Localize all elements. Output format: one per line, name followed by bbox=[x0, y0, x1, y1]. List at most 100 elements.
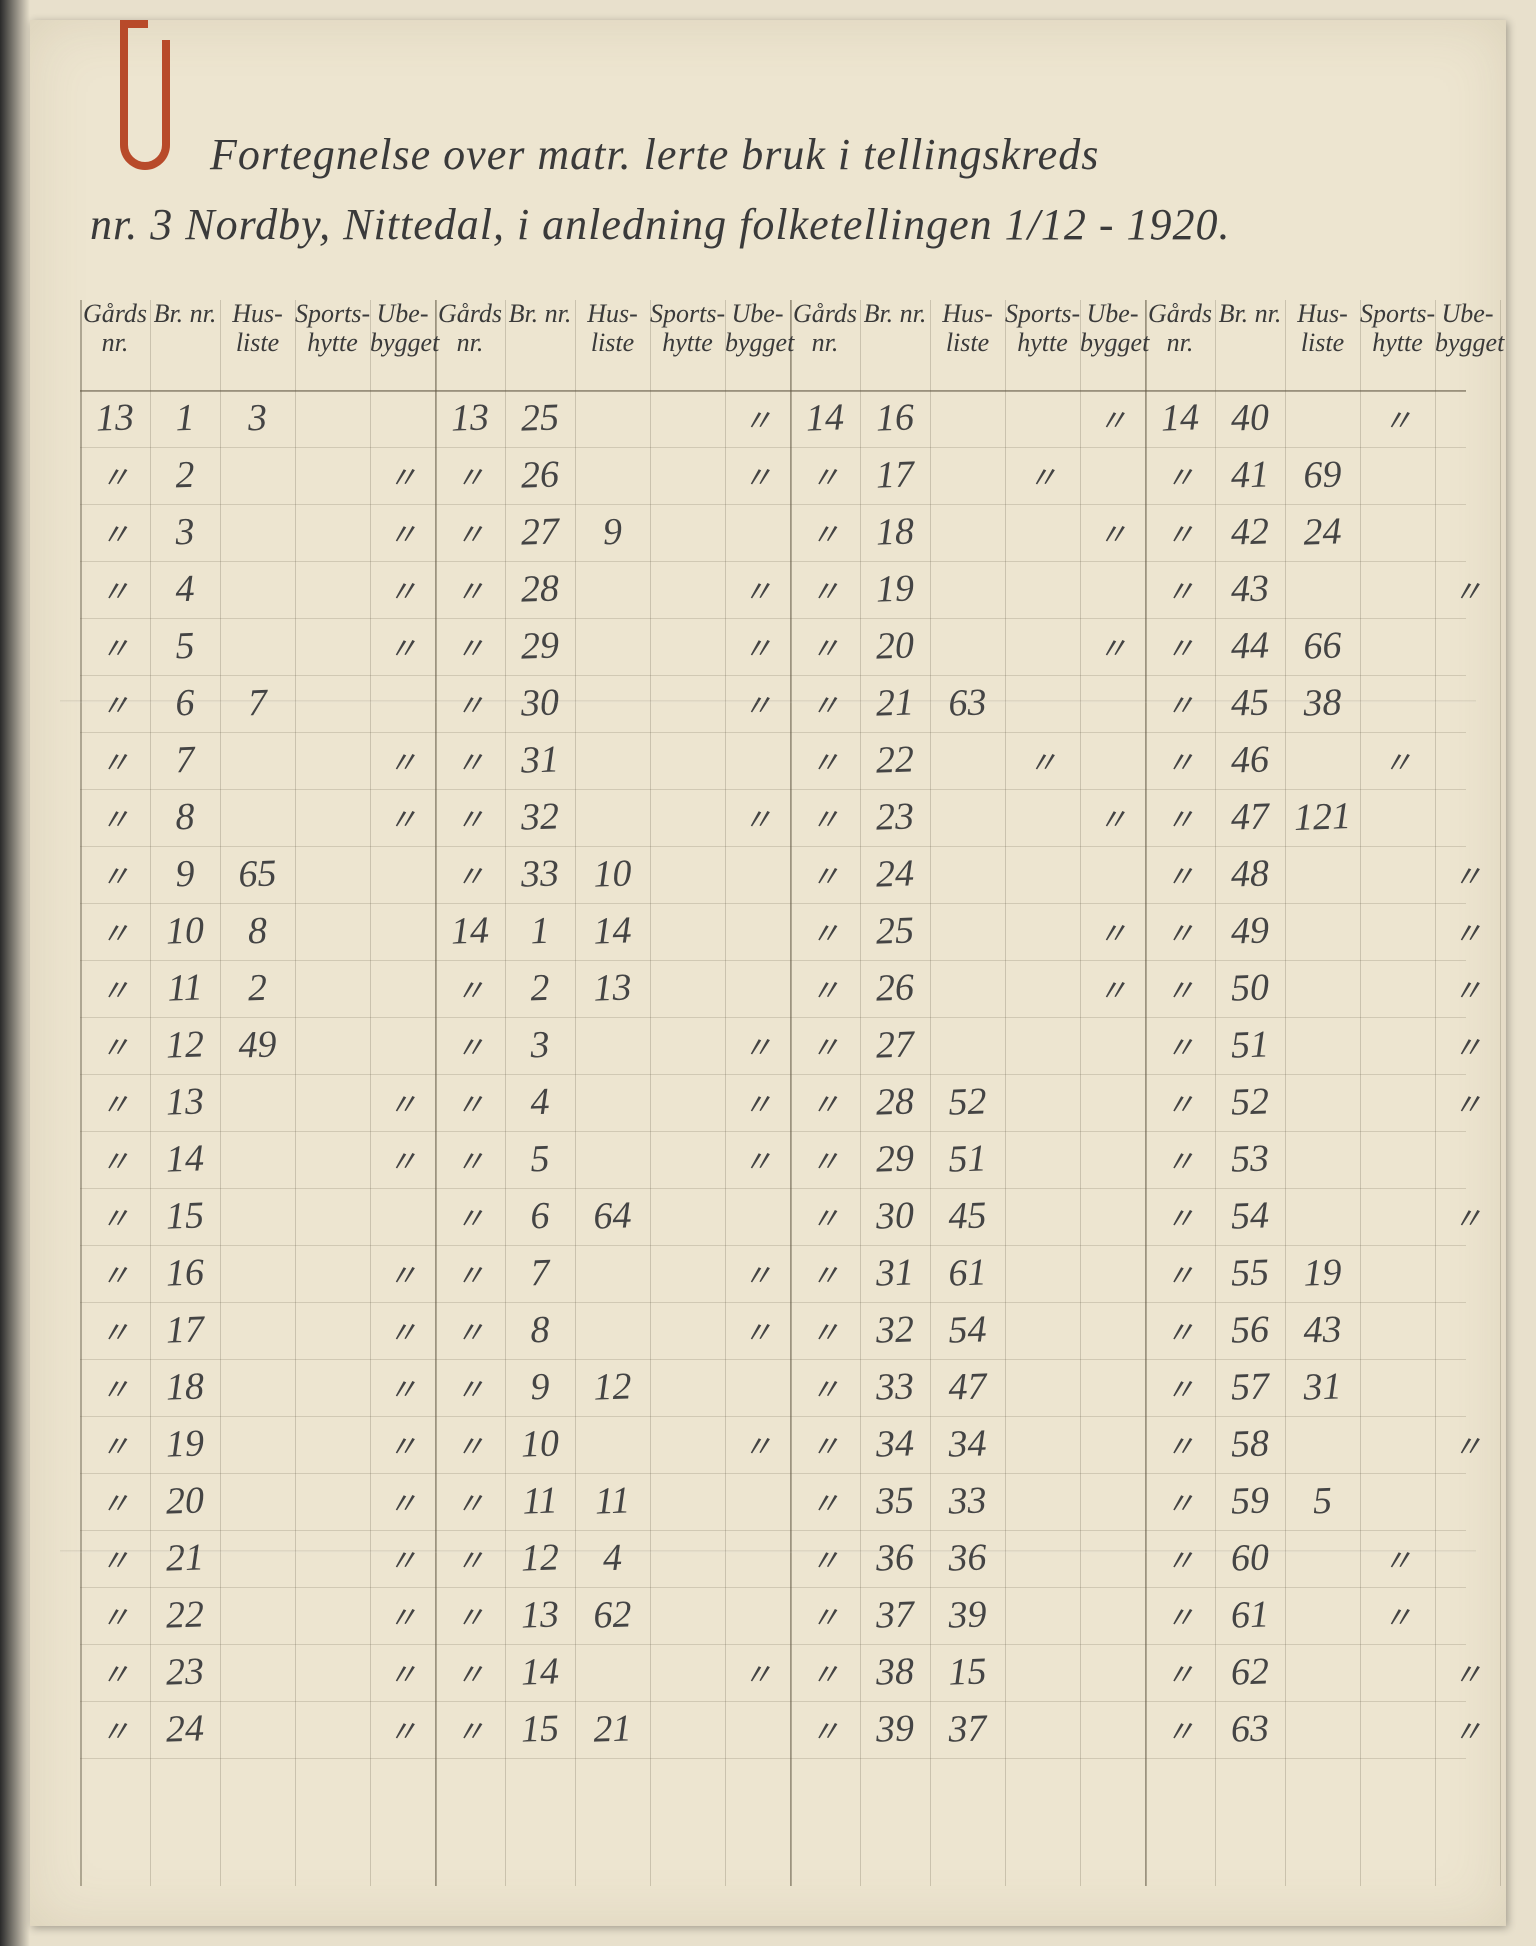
table-cell: 12 bbox=[153, 1022, 216, 1068]
ditto-mark: 〃 bbox=[1148, 1307, 1211, 1353]
ditto-mark: 〃 bbox=[1148, 851, 1211, 897]
ditto-mark: 〃 bbox=[438, 1478, 501, 1524]
ditto-mark: 〃 bbox=[373, 623, 432, 669]
ditto-mark: 〃 bbox=[438, 1535, 501, 1581]
column-header: Br. nr. bbox=[150, 300, 220, 390]
scan-edge bbox=[0, 0, 30, 1946]
ditto-mark: 〃 bbox=[1008, 452, 1076, 498]
row-rule bbox=[80, 1587, 1466, 1588]
column-divider bbox=[435, 300, 437, 1886]
ditto-mark: 〃 bbox=[1148, 1649, 1211, 1695]
ditto-mark: 〃 bbox=[438, 794, 501, 840]
ditto-mark: 〃 bbox=[83, 1592, 146, 1638]
ditto-mark: 〃 bbox=[793, 1706, 856, 1752]
table-cell: 5 bbox=[153, 623, 216, 669]
table-cell: 19 bbox=[1288, 1250, 1356, 1296]
ditto-mark: 〃 bbox=[728, 1250, 787, 1296]
table-cell: 15 bbox=[508, 1706, 571, 1752]
ditto-mark: 〃 bbox=[1363, 1535, 1431, 1581]
column-header: Gårds nr. bbox=[80, 300, 150, 390]
table-cell: 22 bbox=[863, 737, 926, 783]
column-header: Sports-hytte bbox=[1005, 300, 1080, 390]
table-cell: 7 bbox=[153, 737, 216, 783]
ditto-mark: 〃 bbox=[793, 1421, 856, 1467]
table-cell: 7 bbox=[508, 1250, 571, 1296]
column-header: Ube-bygget bbox=[1435, 300, 1500, 390]
row-rule bbox=[80, 1017, 1466, 1018]
table-cell: 36 bbox=[863, 1535, 926, 1581]
table-cell: 46 bbox=[1218, 737, 1281, 783]
table-cell: 28 bbox=[508, 566, 571, 612]
ditto-mark: 〃 bbox=[438, 737, 501, 783]
ditto-mark: 〃 bbox=[1148, 1136, 1211, 1182]
ditto-mark: 〃 bbox=[373, 1478, 432, 1524]
table-cell: 52 bbox=[1218, 1079, 1281, 1125]
row-rule bbox=[80, 1302, 1466, 1303]
ditto-mark: 〃 bbox=[438, 1421, 501, 1467]
row-rule bbox=[80, 1359, 1466, 1360]
table-cell: 9 bbox=[508, 1364, 571, 1410]
table-cell: 14 bbox=[153, 1136, 216, 1182]
table-cell: 18 bbox=[153, 1364, 216, 1410]
ditto-mark: 〃 bbox=[793, 794, 856, 840]
table-cell: 1 bbox=[153, 395, 216, 441]
table-cell: 3 bbox=[153, 509, 216, 555]
row-rule bbox=[80, 1758, 1466, 1759]
ditto-mark: 〃 bbox=[1148, 908, 1211, 954]
ditto-mark: 〃 bbox=[793, 737, 856, 783]
ditto-mark: 〃 bbox=[83, 1364, 146, 1410]
table-cell: 55 bbox=[1218, 1250, 1281, 1296]
ditto-mark: 〃 bbox=[438, 1079, 501, 1125]
ditto-mark: 〃 bbox=[83, 680, 146, 726]
table-cell: 37 bbox=[863, 1592, 926, 1638]
ditto-mark: 〃 bbox=[1148, 1478, 1211, 1524]
table-cell: 14 bbox=[508, 1649, 571, 1695]
ditto-mark: 〃 bbox=[373, 1307, 432, 1353]
ditto-mark: 〃 bbox=[1438, 908, 1497, 954]
ditto-mark: 〃 bbox=[728, 1421, 787, 1467]
row-rule bbox=[80, 1131, 1466, 1132]
ditto-mark: 〃 bbox=[438, 452, 501, 498]
table-cell: 13 bbox=[438, 395, 501, 441]
table-cell: 33 bbox=[508, 851, 571, 897]
row-rule bbox=[80, 789, 1466, 790]
table-cell: 43 bbox=[1218, 566, 1281, 612]
column-rule bbox=[650, 300, 651, 1886]
column-rule bbox=[295, 300, 296, 1886]
table-cell: 4 bbox=[508, 1079, 571, 1125]
ditto-mark: 〃 bbox=[438, 1649, 501, 1695]
column-header: Ube-bygget bbox=[725, 300, 790, 390]
table-cell: 37 bbox=[933, 1706, 1001, 1752]
table-cell: 26 bbox=[508, 452, 571, 498]
column-rule bbox=[1435, 300, 1436, 1886]
column-header: Ube-bygget bbox=[1080, 300, 1145, 390]
ditto-mark: 〃 bbox=[438, 680, 501, 726]
table-cell: 121 bbox=[1288, 794, 1356, 840]
ditto-mark: 〃 bbox=[793, 1250, 856, 1296]
table-cell: 3 bbox=[223, 395, 291, 441]
table-cell: 13 bbox=[578, 965, 646, 1011]
ditto-mark: 〃 bbox=[1148, 1592, 1211, 1638]
table-cell: 25 bbox=[508, 395, 571, 441]
ditto-mark: 〃 bbox=[793, 1478, 856, 1524]
table-cell: 2 bbox=[508, 965, 571, 1011]
column-header: Hus-liste bbox=[575, 300, 650, 390]
ditto-mark: 〃 bbox=[83, 1079, 146, 1125]
table-cell: 62 bbox=[578, 1592, 646, 1638]
row-rule bbox=[80, 1416, 1466, 1417]
table-cell: 44 bbox=[1218, 623, 1281, 669]
table-cell: 61 bbox=[933, 1250, 1001, 1296]
ditto-mark: 〃 bbox=[1148, 965, 1211, 1011]
ditto-mark: 〃 bbox=[1148, 680, 1211, 726]
ditto-mark: 〃 bbox=[1438, 1421, 1497, 1467]
column-rule bbox=[930, 300, 931, 1886]
ditto-mark: 〃 bbox=[373, 1364, 432, 1410]
column-rule bbox=[370, 300, 371, 1886]
table-cell: 9 bbox=[153, 851, 216, 897]
row-rule bbox=[80, 618, 1466, 619]
table-cell: 54 bbox=[1218, 1193, 1281, 1239]
ledger-table: Gårds nr.Br. nr.Hus-listeSports-hytteUbe… bbox=[80, 300, 1466, 1886]
ditto-mark: 〃 bbox=[728, 680, 787, 726]
row-rule bbox=[80, 561, 1466, 562]
table-cell: 64 bbox=[578, 1193, 646, 1239]
